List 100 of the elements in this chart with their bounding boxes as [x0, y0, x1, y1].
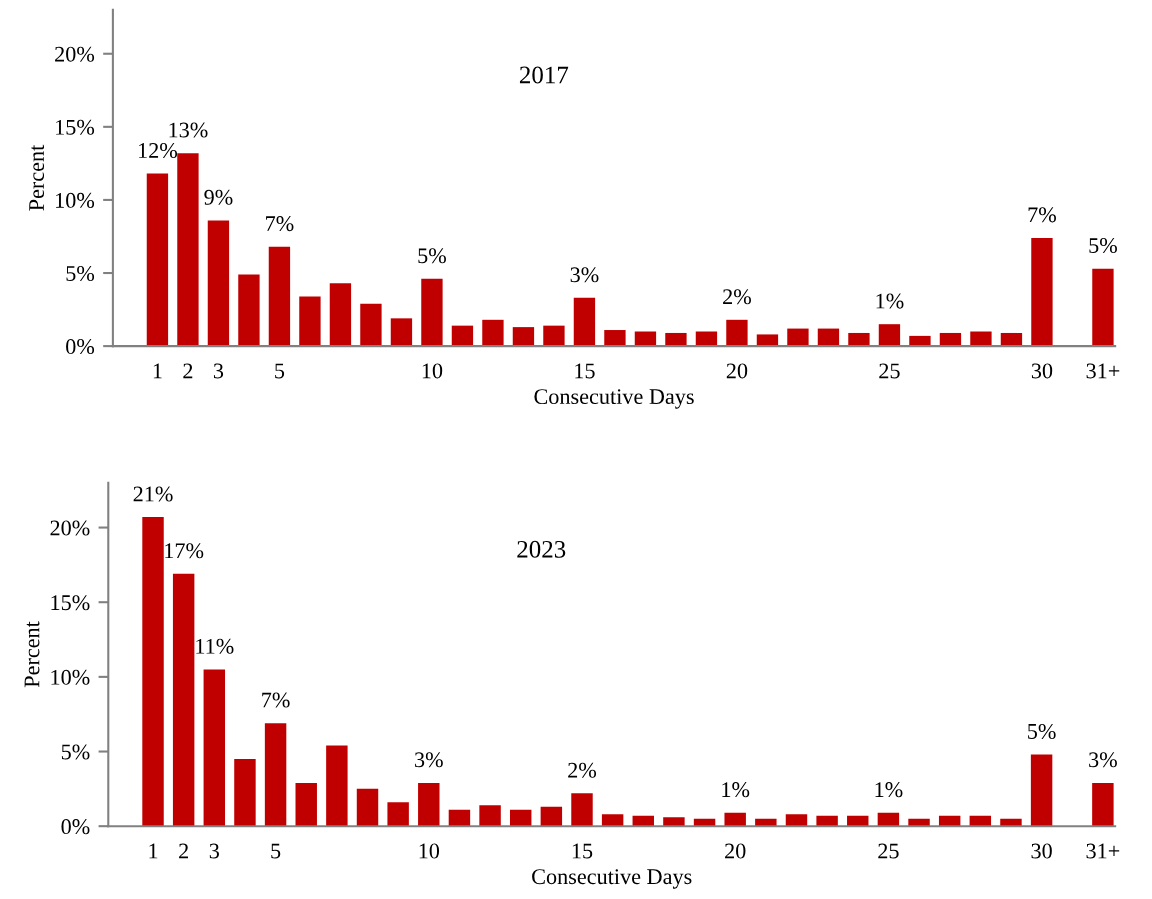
bar	[512, 327, 535, 347]
bar	[726, 319, 748, 347]
x-tick-label: 1	[149, 843, 158, 859]
bar	[573, 297, 596, 347]
x-tick-label: 15	[572, 843, 593, 859]
x-axis-title: Consecutive Days	[532, 869, 692, 889]
x-tick-label: 3	[213, 363, 224, 379]
bar	[329, 283, 352, 347]
bar	[177, 153, 199, 347]
bar	[756, 334, 779, 347]
x-tick-label: 3	[209, 843, 219, 859]
bar	[479, 805, 501, 827]
x-tick-label: 31+	[1086, 363, 1120, 379]
bar	[1092, 268, 1114, 347]
bar	[360, 303, 382, 347]
x-axis-title: Consecutive Days	[534, 389, 694, 409]
x-tick-label: 31+	[1086, 843, 1120, 859]
data-label: 3%	[1089, 752, 1117, 768]
bar	[268, 246, 291, 347]
bar	[387, 802, 409, 827]
bar	[724, 812, 746, 827]
data-label: 21%	[133, 486, 173, 502]
data-label: 2%	[723, 289, 751, 305]
data-label: 3%	[570, 267, 599, 283]
bar	[207, 220, 230, 347]
x-tick-label: 30	[1031, 843, 1052, 859]
bar	[295, 782, 317, 827]
x-tick-label: 20	[726, 363, 748, 379]
bar	[418, 782, 440, 827]
y-tick-label: 15%	[56, 119, 95, 135]
y-tick-label: 15%	[51, 595, 90, 611]
data-label: 3%	[415, 752, 443, 768]
y-tick-label: 10%	[56, 192, 95, 208]
data-label: 13%	[169, 122, 208, 138]
data-label: 1%	[722, 782, 750, 798]
y-tick-label: 0%	[61, 819, 90, 835]
y-tick-label: 0%	[66, 339, 95, 355]
bar	[665, 332, 687, 347]
x-tick-label: 2	[179, 843, 188, 859]
bar	[482, 319, 504, 347]
bar	[234, 758, 256, 827]
bar	[848, 332, 870, 347]
data-label: 12%	[139, 142, 178, 159]
bar	[203, 669, 226, 827]
x-tick-label: 5	[275, 363, 285, 379]
y-tick-label: 5%	[61, 744, 90, 760]
bar	[1092, 782, 1114, 827]
bar	[142, 517, 164, 827]
bar	[356, 788, 379, 827]
data-label: 2%	[568, 762, 597, 778]
bar	[695, 331, 718, 347]
bar	[299, 296, 321, 347]
bar	[601, 814, 624, 827]
data-label: 7%	[266, 216, 294, 232]
bar	[264, 723, 287, 827]
bar	[817, 328, 840, 347]
bar	[326, 745, 348, 827]
text: 2023	[517, 540, 566, 558]
bar	[540, 806, 563, 827]
bar	[571, 793, 593, 827]
bar	[970, 331, 992, 347]
bar	[909, 335, 931, 347]
x-tick-label: 10	[422, 363, 443, 379]
data-label: 1%	[876, 293, 904, 309]
text: 2017	[519, 66, 569, 84]
bar	[238, 274, 260, 347]
x-tick-label: 25	[878, 843, 899, 859]
y-tick-label: 20%	[50, 520, 90, 536]
x-tick-label: 20	[725, 843, 746, 859]
y-axis-title: Percent	[29, 144, 45, 211]
y-axis-title: Percent	[24, 621, 40, 688]
data-label: 17%	[165, 543, 204, 559]
bar	[146, 173, 169, 347]
y-tick-label: 5%	[66, 265, 95, 282]
x-tick-label: 30	[1031, 363, 1053, 379]
x-tick-label: 15	[575, 363, 595, 379]
bar	[785, 814, 808, 827]
x-tick-label: 2	[183, 363, 193, 379]
bar	[390, 318, 413, 347]
bar	[604, 330, 626, 347]
data-label: 5%	[418, 248, 446, 264]
bar	[939, 332, 962, 347]
x-tick-label: 1	[153, 363, 162, 379]
data-label: 7%	[262, 692, 290, 708]
y-tick-label: 10%	[51, 669, 90, 685]
y-tick-label: 20%	[55, 46, 95, 62]
bar	[451, 325, 474, 347]
bar	[172, 573, 195, 827]
bar	[1000, 332, 1023, 347]
data-label: 9%	[204, 189, 233, 205]
bar	[878, 324, 901, 347]
data-label: 7%	[1028, 207, 1056, 223]
x-tick-label: 10	[419, 843, 440, 859]
data-label: 5%	[1028, 723, 1056, 739]
bar	[543, 325, 565, 347]
data-label: 11%	[196, 638, 234, 654]
x-tick-label: 25	[879, 363, 900, 379]
x-tick-label: 5	[271, 843, 281, 859]
data-label: 5%	[1089, 238, 1117, 254]
bar	[787, 328, 809, 347]
